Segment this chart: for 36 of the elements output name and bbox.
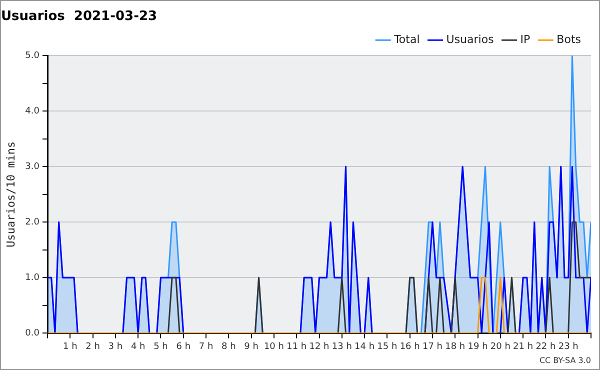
legend-label: Total [393,32,420,46]
x-tick-label: 19 h [468,342,488,352]
legend-label: Bots [556,32,582,46]
x-tick-label: 16 h [400,342,420,352]
x-tick-label: 7 h [198,342,214,352]
y-axis-title: Usuarios/10 mins [4,141,18,248]
x-tick-label: 20 h [490,342,510,352]
x-tick-label: 1 h [63,342,78,352]
x-tick-label: 23 h [558,342,578,352]
x-tick-label: 3 h [108,342,123,352]
y-tick-label: 4.0 [25,106,40,116]
x-tick-label: 9 h [244,342,258,352]
y-tick-label: 3.0 [25,162,40,172]
chart-title: Usuarios 2021-03-23 [1,9,158,24]
x-tick-label: 6 h [176,342,191,352]
x-tick-label: 17 h [422,342,442,352]
y-tick-label: 0.0 [25,328,40,339]
x-tick-label: 8 h [222,342,236,352]
x-tick-label: 13 h [332,342,352,352]
x-tick-label: 22 h [536,342,556,352]
x-tick-label: 4 h [130,342,146,352]
x-tick-label: 11 h [286,342,307,352]
legend-label: Usuarios [446,32,494,46]
x-tick-label: 12 h [309,342,330,352]
x-tick-label: 18 h [445,342,466,352]
x-tick-label: 10 h [264,342,284,352]
y-tick-label: 2.0 [25,218,40,228]
text: CC BY-SA 3.0 [539,356,591,365]
x-tick-label: 14 h [354,342,375,352]
legend-label: IP [520,32,531,46]
x-tick-label: 2 h [86,342,100,352]
x-tick-label: 5 h [154,342,168,352]
x-tick-label: 15 h [377,342,398,352]
x-tick-label: 21 h [513,342,534,352]
y-tick-label: 5.0 [25,50,40,61]
y-tick-label: 1.0 [25,273,40,284]
